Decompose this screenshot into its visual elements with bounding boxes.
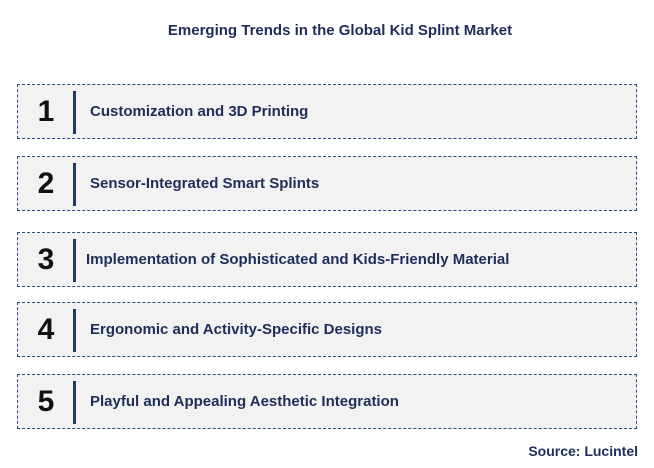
trend-item-2: 2 Sensor-Integrated Smart Splints (17, 156, 637, 211)
trend-number: 2 (37, 166, 55, 200)
trend-label: Customization and 3D Printing (90, 103, 309, 120)
trend-item-1: 1 Customization and 3D Printing (17, 84, 637, 139)
trend-item-5: 5 Playful and Appealing Aesthetic Integr… (17, 374, 637, 429)
source-label: Source: Lucintel (528, 443, 638, 459)
trend-number: 5 (37, 384, 55, 418)
trend-divider (73, 91, 76, 134)
trend-label: Implementation of Sophisticated and Kids… (86, 251, 510, 268)
diagram-title: Emerging Trends in the Global Kid Splint… (167, 22, 513, 39)
trend-label: Ergonomic and Activity-Specific Designs (90, 321, 383, 338)
trend-number: 4 (37, 312, 55, 346)
trend-item-4: 4 Ergonomic and Activity-Specific Design… (17, 302, 637, 357)
trend-divider (73, 381, 76, 424)
trend-number: 3 (37, 242, 55, 276)
trend-number: 1 (37, 94, 55, 128)
trend-divider (73, 239, 76, 282)
trend-divider (73, 163, 76, 206)
trend-label: Sensor-Integrated Smart Splints (90, 175, 320, 192)
trend-label: Playful and Appealing Aesthetic Integrat… (90, 393, 399, 410)
trend-divider (73, 309, 76, 352)
trend-item-3: 3 Implementation of Sophisticated and Ki… (17, 232, 637, 287)
